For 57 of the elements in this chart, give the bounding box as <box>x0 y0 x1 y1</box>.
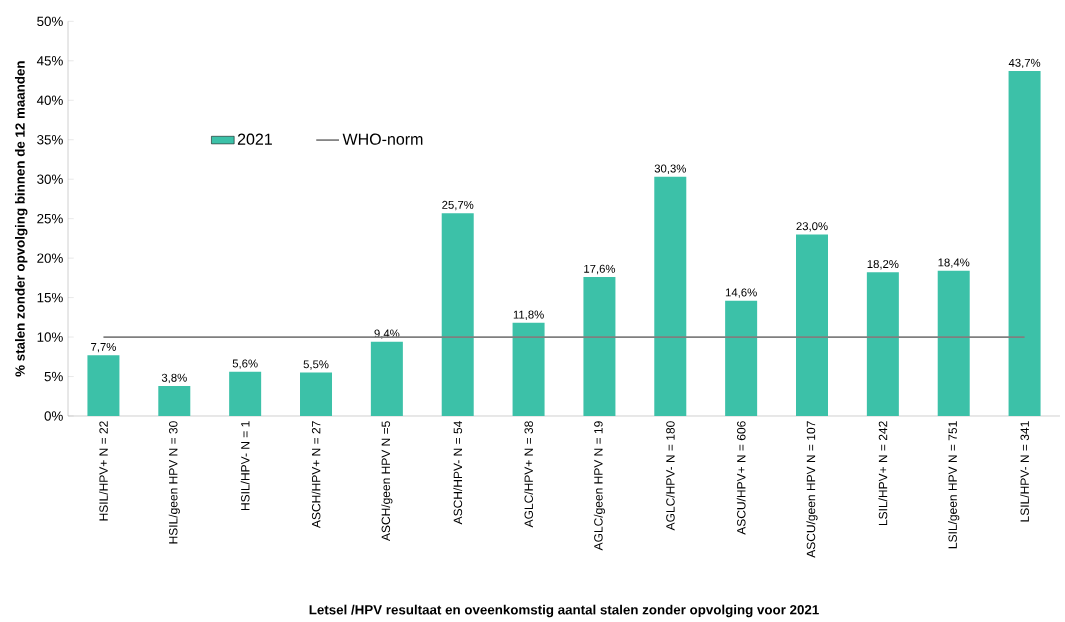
legend-label: WHO-norm <box>342 133 423 145</box>
data-label: 11,8% <box>513 310 544 321</box>
x-tick-label: ASCH/geen HPV N =5 <box>381 421 393 542</box>
x-tick-label: ASCU/HPV+ N = 606 <box>736 421 746 535</box>
bar <box>300 372 333 417</box>
bar <box>1008 71 1041 417</box>
data-label: 5,6% <box>232 359 258 370</box>
data-label: 18,2% <box>867 260 899 270</box>
data-label: 3,8% <box>161 373 187 384</box>
y-tick-label: 50% <box>37 16 63 27</box>
data-label: 14,6% <box>725 288 757 298</box>
bar <box>441 213 474 417</box>
x-tick-label: ASCH/HPV- N = 54 <box>453 421 463 525</box>
x-tick-label: ASCU/geen HPV N = 107 <box>806 421 818 558</box>
x-tick-label: AGLC/geen HPV N = 19 <box>593 421 606 551</box>
bar <box>158 386 191 417</box>
bar <box>370 341 403 417</box>
x-tick-label: ASCH/HPV+ N = 27 <box>311 421 321 529</box>
bar <box>654 177 687 417</box>
bar <box>583 277 616 417</box>
y-tick-label: 15% <box>37 293 63 303</box>
y-axis-title: % stalen zonder opvolging binnen de 12 maanden <box>14 61 28 377</box>
data-label: 43,7% <box>1008 58 1041 69</box>
bar <box>796 234 828 417</box>
y-tick-label: 25% <box>37 214 63 224</box>
x-tick-label: HSIL/geen HPV N = 30 <box>168 421 180 544</box>
x-tick-label: LSIL/geen HPV N = 751 <box>948 421 960 549</box>
data-label: 25,7% <box>442 201 474 211</box>
y-tick-label: 5% <box>44 372 63 382</box>
data-label: 7,7% <box>91 343 116 353</box>
data-label: 5,5% <box>303 360 329 370</box>
bar <box>937 270 970 417</box>
data-label: 9,4% <box>374 329 400 340</box>
y-tick-label: 0% <box>44 411 63 421</box>
x-tick-label: LSIL/HPV+ N = 242 <box>878 421 888 526</box>
y-tick-label: 30% <box>37 174 63 185</box>
data-label: 30,3% <box>654 164 686 175</box>
legend-label: 2021 <box>237 133 272 145</box>
y-tick-label: 20% <box>37 253 63 264</box>
data-label: 17,6% <box>584 264 616 275</box>
bar <box>512 323 545 417</box>
bar <box>725 300 758 417</box>
y-tick-label: 35% <box>37 135 63 145</box>
x-axis-title: Letsel /HPV resultaat en oveenkomstig aantal stalen zonder opvolging voor 2021 <box>309 604 819 618</box>
x-tick-label: HSIL/HPV- N = 1 <box>240 421 250 511</box>
y-tick-label: 45% <box>36 56 63 66</box>
y-tick-label: 40% <box>36 95 63 106</box>
x-tick-label: AGLC/HPV+ N = 38 <box>524 421 533 528</box>
data-label: 23,0% <box>796 222 828 232</box>
data-label: 18,4% <box>938 258 970 268</box>
x-tick-label: HSIL/HPV+ N = 22 <box>99 421 108 521</box>
y-tick-label: 10% <box>37 332 63 342</box>
bar <box>866 272 899 417</box>
x-tick-label: AGLC/HPV- N = 180 <box>665 421 675 531</box>
x-tick-label: LSIL/HPV- N = 341 <box>1020 421 1029 522</box>
bar <box>229 371 262 417</box>
bar <box>87 355 120 417</box>
